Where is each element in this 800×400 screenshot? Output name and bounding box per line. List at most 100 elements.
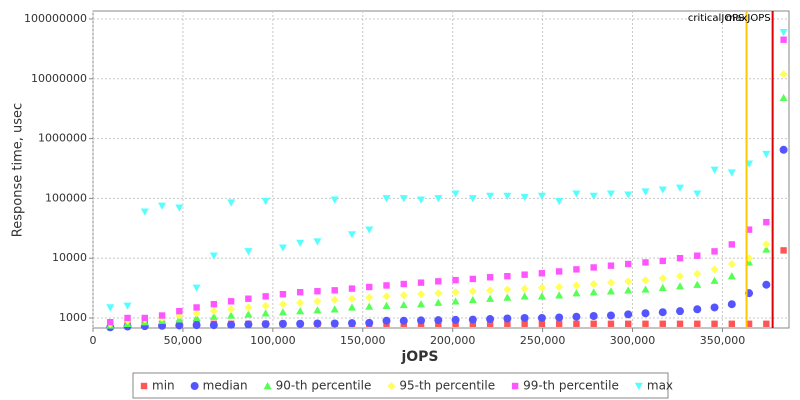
data-point (641, 276, 650, 285)
data-point (693, 190, 702, 198)
data-point (624, 286, 633, 294)
legend-marker (190, 382, 199, 390)
data-point (641, 188, 650, 196)
data-point (399, 195, 408, 203)
data-point (762, 245, 771, 253)
data-point (417, 300, 426, 308)
legend-label: 95-th percentile (399, 379, 495, 393)
data-point (330, 319, 339, 328)
data-point (486, 320, 494, 327)
data-point (347, 319, 356, 328)
data-point (192, 309, 201, 318)
data-point (624, 191, 633, 199)
data-point (606, 311, 615, 320)
data-point (658, 308, 667, 317)
data-point (330, 305, 339, 313)
data-point (642, 259, 649, 266)
data-point (625, 260, 632, 268)
data-point (572, 281, 581, 290)
data-point (642, 320, 649, 327)
data-point (176, 307, 183, 315)
data-point (711, 248, 718, 255)
data-point (727, 300, 736, 309)
data-point (779, 93, 788, 102)
data-point (486, 274, 494, 281)
data-point (123, 302, 132, 310)
data-point (503, 285, 512, 294)
data-point (727, 272, 736, 280)
y-tick-label: 10000000 (31, 72, 87, 85)
data-point (521, 271, 528, 278)
data-point (313, 238, 322, 246)
data-point (434, 195, 443, 203)
data-point (192, 313, 201, 322)
data-point (590, 264, 597, 271)
data-point (520, 193, 529, 202)
data-point (365, 302, 374, 310)
data-point (313, 297, 322, 306)
x-tick-label: 150,000 (340, 334, 386, 347)
y-tick-label: 1000000 (38, 132, 87, 145)
data-point (469, 320, 477, 327)
x-tick-label: 300,000 (610, 334, 656, 347)
data-point (555, 291, 564, 299)
data-point (504, 272, 511, 280)
data-point (313, 319, 322, 328)
data-point (624, 277, 633, 286)
data-point (227, 298, 235, 305)
data-point (399, 291, 408, 300)
data-point (555, 282, 564, 291)
legend-box (132, 372, 669, 399)
data-point (711, 320, 718, 327)
data-point (193, 304, 200, 311)
y-tick-label: 10000 (52, 251, 87, 264)
data-point (710, 276, 719, 284)
data-point (728, 241, 736, 248)
x-tick-label: 200,000 (430, 334, 476, 347)
legend-label: min (152, 379, 175, 393)
data-point (417, 316, 426, 325)
data-point (589, 192, 598, 200)
legend-marker (140, 382, 148, 390)
x-tick-label: 100,000 (250, 334, 296, 347)
x-tick-label: 250,000 (520, 334, 566, 347)
data-point (693, 269, 702, 278)
data-point (537, 192, 546, 200)
data-point (244, 320, 253, 329)
data-point (555, 320, 563, 327)
data-point (589, 280, 598, 289)
data-point (209, 312, 218, 320)
data-point (451, 288, 460, 297)
y-tick-label: 100000 (45, 191, 87, 204)
data-point (710, 303, 719, 312)
annotation-label: maxJOPS (726, 13, 771, 24)
plot-area (92, 10, 790, 329)
data-point (745, 320, 753, 327)
y-tick-label: 100000000 (24, 12, 87, 25)
data-point (296, 288, 304, 296)
data-point (762, 280, 771, 289)
data-point (589, 311, 598, 320)
data-point (468, 295, 477, 304)
data-point (693, 280, 702, 288)
data-point (503, 293, 512, 301)
data-point (573, 266, 580, 273)
data-point (400, 280, 407, 288)
data-point (780, 36, 787, 43)
data-point (451, 190, 460, 198)
data-point (763, 320, 770, 327)
data-point (486, 294, 495, 302)
data-point (244, 248, 253, 256)
data-point (779, 29, 788, 37)
data-point (209, 307, 218, 316)
data-point (417, 196, 426, 204)
data-point (244, 303, 253, 312)
data-point (779, 70, 788, 79)
data-point (659, 320, 666, 327)
data-point (366, 283, 373, 291)
annotation-label: criticalJOPS (688, 13, 745, 24)
data-point (313, 306, 322, 314)
data-point (468, 287, 477, 296)
data-point (417, 279, 425, 286)
